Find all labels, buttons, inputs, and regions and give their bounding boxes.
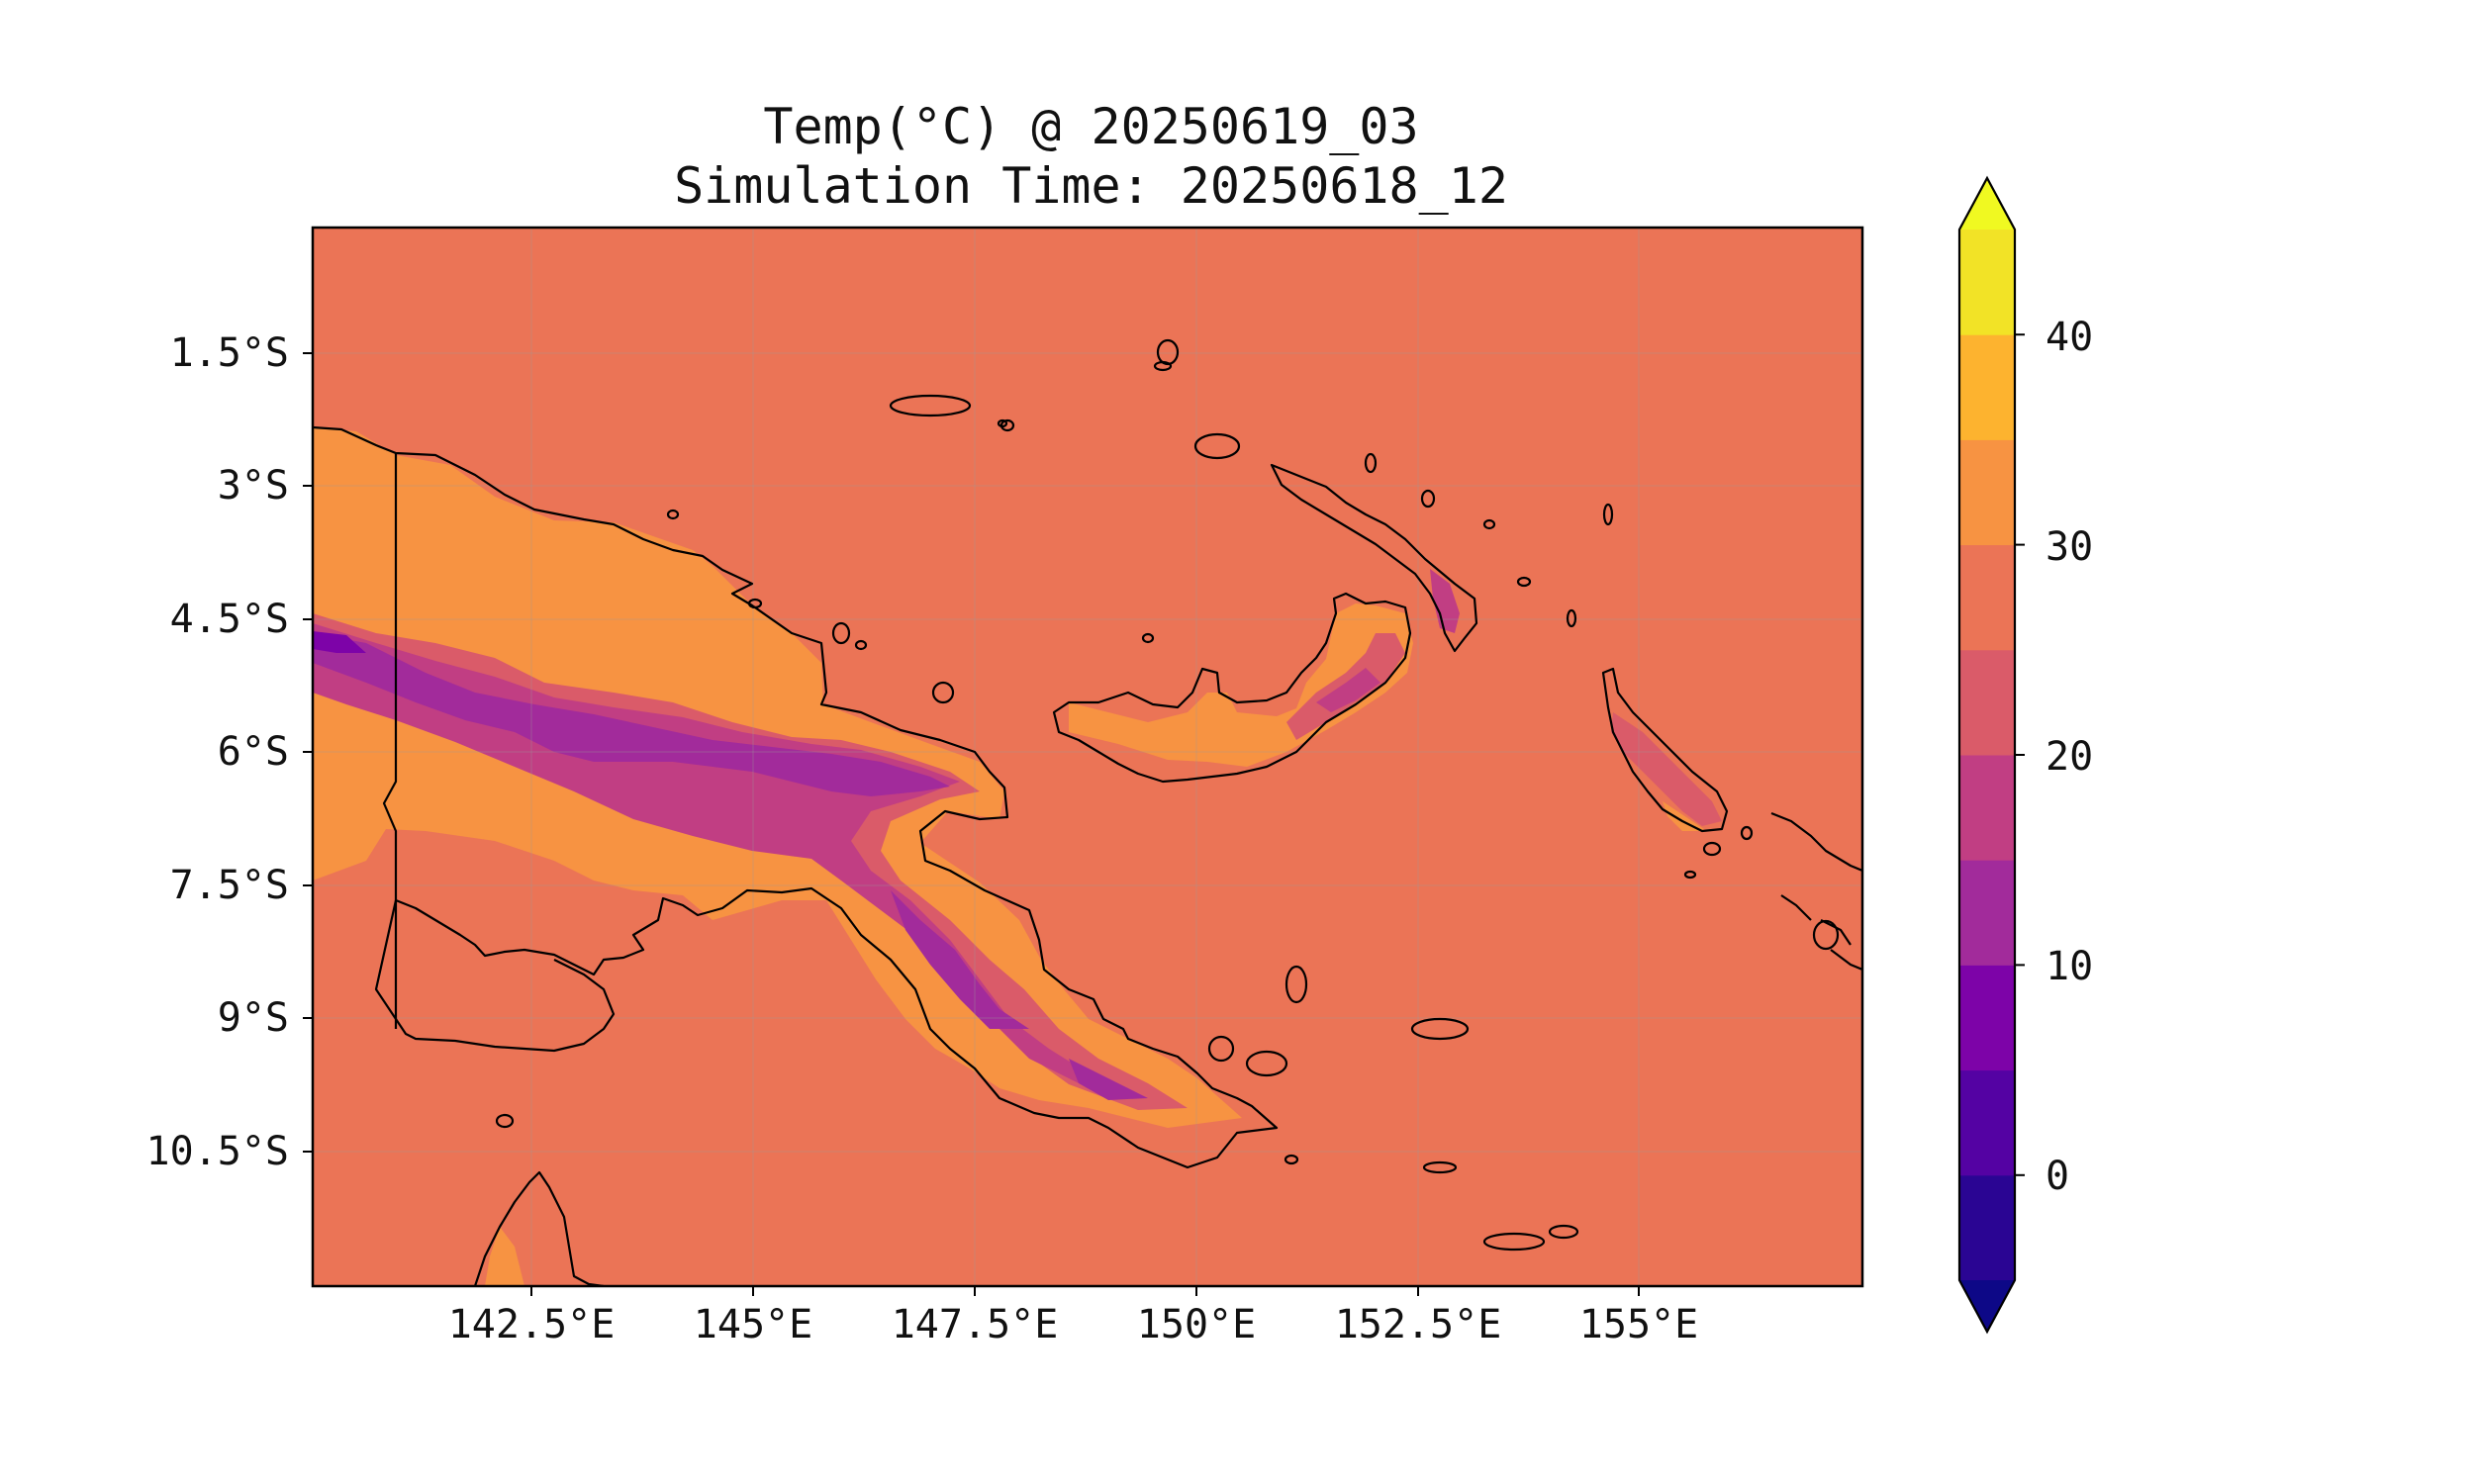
colorbar-tick-label: 0 <box>2046 1154 2070 1199</box>
cape-york-warm-zone <box>485 1227 524 1286</box>
small-island <box>1516 576 1532 588</box>
new-ireland-cool-zone <box>1430 569 1460 633</box>
colorbar-extend-high <box>1959 178 2015 230</box>
new-hanover-island <box>1193 432 1241 460</box>
new-britain-coastline <box>1052 592 1412 784</box>
x-tick-label: 152.5°E <box>1334 1302 1502 1347</box>
small-island <box>1482 518 1496 530</box>
x-tick-label: 155°E <box>1578 1302 1699 1347</box>
colorbar-segment <box>1959 755 2015 861</box>
misima-island <box>1422 1160 1458 1174</box>
small-island <box>495 1113 515 1129</box>
y-tick-label: 9°S <box>217 995 289 1041</box>
colorbar-segment <box>1959 230 2015 335</box>
y-tick-label: 7.5°S <box>169 863 289 908</box>
small-island <box>1702 841 1722 857</box>
coastlines <box>313 338 1862 1286</box>
x-tick-label: 145°E <box>693 1302 813 1347</box>
colorbar-tick-label: 10 <box>2046 944 2094 989</box>
umboi-island <box>931 681 955 704</box>
y-tick-label: 3°S <box>217 463 289 509</box>
chart-title-line-2: Simulation Time: 20250618_12 <box>674 157 1508 215</box>
axis-tick-marks <box>303 352 1640 1296</box>
x-tick-label: 142.5°E <box>447 1302 616 1347</box>
colorbar-tick-label: 30 <box>2046 524 2094 570</box>
manus-island <box>889 394 972 417</box>
colorbar-segment <box>1959 544 2015 651</box>
choiseul-island <box>1812 919 1840 951</box>
map-gridlines <box>313 228 1862 1286</box>
small-island <box>1566 608 1577 628</box>
small-island <box>1284 1154 1299 1165</box>
y-tick-label: 1.5°S <box>169 330 289 376</box>
colorbar-segment <box>1959 1069 2015 1176</box>
normanby-island <box>1245 1050 1288 1077</box>
cape-york-coastline <box>473 1170 605 1286</box>
small-island <box>1364 452 1378 474</box>
map-frame <box>311 226 1864 1288</box>
new-britain-warm-zone <box>1069 603 1413 767</box>
small-island <box>997 418 1008 428</box>
chart-title-line-1: Temp(°C) @ 20250619_03 <box>763 98 1419 155</box>
rossel-island <box>1548 1224 1579 1240</box>
small-island <box>1420 489 1436 509</box>
colorbar-outline <box>1957 175 2017 1335</box>
border-line <box>382 453 398 1029</box>
x-tick-label: 147.5°E <box>891 1302 1059 1347</box>
colorbar-tick-label: 20 <box>2046 734 2094 780</box>
small-island <box>1141 632 1155 644</box>
colorbar-extend-low <box>1959 1280 2015 1332</box>
small-island <box>1602 503 1614 526</box>
map-panel <box>313 228 1862 1286</box>
woodlark-island <box>1410 1017 1470 1041</box>
sudest-island <box>1482 1232 1546 1252</box>
highlands-colder-zone <box>313 623 1128 1088</box>
new-ireland-coastline <box>1270 463 1478 653</box>
x-tick-label: 150°E <box>1136 1302 1257 1347</box>
solomons-coastline <box>1770 811 1862 972</box>
colorbar <box>1957 175 2025 1335</box>
small-island <box>666 509 680 520</box>
bougainville-warm-zone <box>1663 801 1707 831</box>
highlands-coldest-zone <box>891 890 1029 1029</box>
colorbar-segment <box>1959 965 2015 1071</box>
colorbar-segment <box>1959 649 2015 756</box>
new-guinea-coastline <box>313 425 1279 1169</box>
y-tick-label: 10.5°S <box>145 1129 290 1174</box>
karkar-island <box>831 621 851 645</box>
new-britain-cool-zone <box>1316 668 1380 712</box>
trobriand-island <box>1285 965 1308 1004</box>
colorbar-segment <box>1959 439 2015 546</box>
highlands-peak-zone <box>313 631 366 653</box>
highlands-coldest-zone <box>1069 1059 1148 1100</box>
small-island <box>1683 870 1697 880</box>
small-island <box>1740 825 1754 841</box>
small-island <box>747 598 763 609</box>
y-tick-label: 4.5°S <box>169 597 289 642</box>
colorbar-tick-label: 40 <box>2046 315 2094 360</box>
colorbar-segment <box>1959 334 2015 440</box>
fergusson-island <box>1207 1035 1235 1063</box>
colorbar-segment <box>1959 1174 2015 1281</box>
bougainville-coastline <box>1601 667 1729 833</box>
y-tick-label: 6°S <box>217 729 289 775</box>
small-island <box>854 639 868 651</box>
small-island <box>1153 360 1173 372</box>
highlands-coldest-zone <box>313 633 950 796</box>
colorbar-segment <box>1959 860 2015 966</box>
bougainville-cool-zone <box>1611 712 1722 826</box>
